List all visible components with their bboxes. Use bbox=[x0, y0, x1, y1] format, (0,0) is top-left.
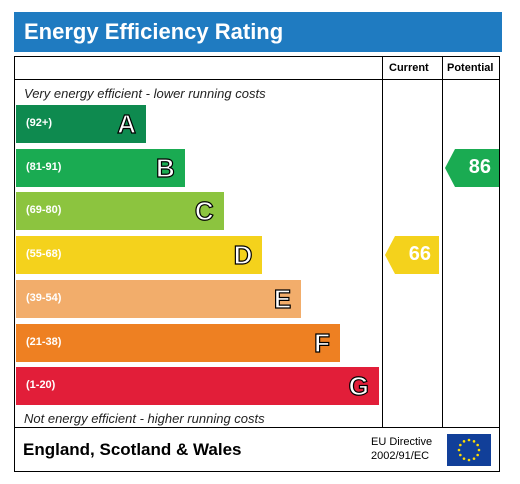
band-range-c: (69-80) bbox=[26, 204, 62, 217]
band-letter-f: F bbox=[314, 327, 331, 358]
current-column-header: Current bbox=[389, 62, 429, 74]
band-range-d: (55-68) bbox=[26, 248, 62, 261]
region-label: England, Scotland & Wales bbox=[23, 440, 242, 459]
band-letter-b: B bbox=[155, 152, 175, 183]
caption-efficient: Very energy efficient - lower running co… bbox=[24, 86, 266, 101]
band-g: (1-20) G bbox=[16, 367, 379, 406]
band-range-a: (92+) bbox=[26, 117, 52, 129]
band-letter-g: G bbox=[348, 371, 369, 402]
band-range-f: (21-38) bbox=[26, 335, 62, 348]
caption-inefficient: Not energy efficient - higher running co… bbox=[24, 411, 265, 426]
eu-flag-icon bbox=[447, 434, 491, 466]
potential-column-header: Potential bbox=[447, 62, 494, 74]
chart-title: Energy Efficiency Rating bbox=[24, 19, 284, 44]
potential-rating-arrow: 86 bbox=[445, 148, 499, 187]
band-a: (92+) A bbox=[16, 105, 146, 143]
title-bar: Energy Efficiency Rating bbox=[14, 12, 502, 52]
band-letter-e: E bbox=[273, 283, 292, 314]
band-letter-d: D bbox=[233, 239, 253, 271]
potential-rating-value: 86 bbox=[468, 155, 491, 178]
band-c: (69-80) C bbox=[16, 192, 224, 231]
eu-directive: EU Directive 2002/91/EC bbox=[371, 435, 432, 463]
band-b: (81-91) B bbox=[16, 148, 185, 187]
footer: England, Scotland & Wales EU Directive 2… bbox=[14, 428, 500, 472]
band-e: (39-54) E bbox=[16, 279, 302, 318]
directive-line-2: 2002/91/EC bbox=[371, 450, 430, 462]
current-rating-value: 66 bbox=[408, 243, 431, 266]
rating-frame bbox=[14, 56, 500, 428]
band-f: (21-38) F bbox=[16, 323, 340, 362]
band-range-b: (81-91) bbox=[26, 160, 62, 173]
band-range-e: (39-54) bbox=[26, 291, 62, 304]
column-divider-potential bbox=[442, 56, 443, 428]
band-d: (55-68) D bbox=[16, 236, 263, 275]
band-letter-a: A bbox=[117, 108, 137, 139]
current-rating-arrow: 66 bbox=[385, 236, 439, 275]
column-divider-current bbox=[382, 56, 383, 428]
band-letter-c: C bbox=[194, 196, 214, 227]
directive-line-1: EU Directive bbox=[371, 436, 433, 448]
band-range-g: (1-20) bbox=[26, 379, 56, 392]
header-divider bbox=[14, 79, 500, 80]
